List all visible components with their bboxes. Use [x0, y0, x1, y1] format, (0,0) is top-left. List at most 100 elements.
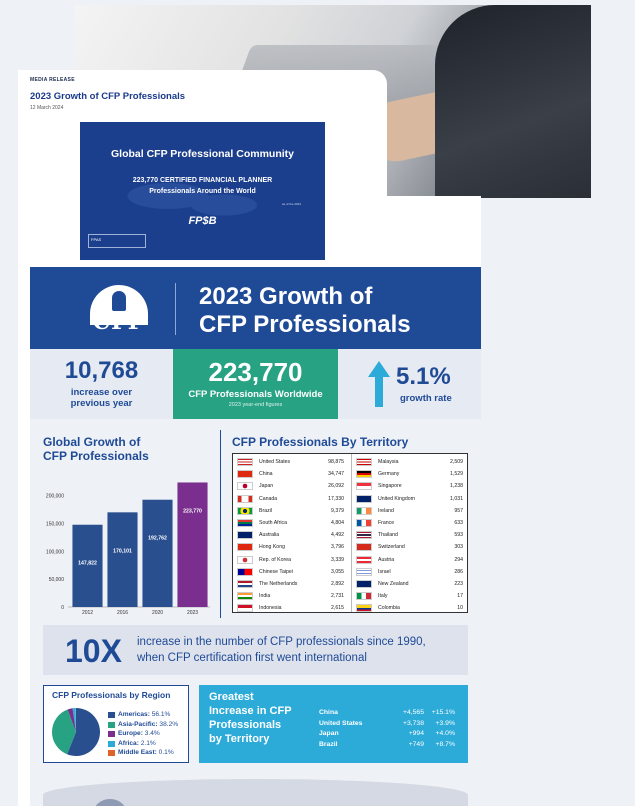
- territory-row-ch: Switzerland 303: [352, 541, 469, 553]
- territory-row-co: Colombia 10: [352, 602, 469, 614]
- section-divider: [220, 430, 221, 618]
- flag-nl-icon: [237, 579, 253, 588]
- y-tick-label: 100,000: [46, 549, 64, 555]
- territory-name: Brazil: [259, 507, 272, 514]
- flag-th-icon: [356, 531, 372, 540]
- region-legend: Americas: 56.1% Asia-Pacific: 38.2% Europe…: [108, 711, 178, 759]
- growth-stat: 5.1% growth rate: [338, 349, 481, 419]
- territory-name: Austria: [378, 556, 395, 563]
- territory-value: 303: [454, 544, 463, 551]
- territory-row-id: Indonesia 2,615: [233, 602, 350, 614]
- territory-name: India: [259, 593, 271, 600]
- territory-row-cn: China 34,747: [233, 468, 350, 480]
- territory-name: France: [378, 519, 395, 526]
- territory-row-nl: The Netherlands 2,892: [233, 578, 350, 590]
- release-date: 12 March 2024: [30, 105, 64, 111]
- cfp-logo: CFP: [82, 285, 156, 335]
- greatest-country: United States: [319, 719, 363, 727]
- greatest-country: China: [319, 709, 338, 716]
- pie-slice-0: [67, 708, 100, 756]
- greatest-abs: +994: [408, 730, 424, 737]
- territory-row-za: South Africa 4,804: [233, 517, 350, 529]
- territory-name: Switzerland: [378, 544, 405, 551]
- territory-value: 26,092: [328, 483, 344, 490]
- territory-name: South Africa: [259, 519, 287, 526]
- fpsb-logo: FP$B: [188, 215, 217, 227]
- legend-item: Europe: 3.4%: [108, 730, 178, 740]
- territory-column-right: Malaysia 2,509 Germany 1,529 Singapore 1,238 U…: [352, 456, 469, 614]
- territory-name: Singapore: [378, 483, 402, 490]
- territory-row-at: Austria 294: [352, 554, 469, 566]
- y-tick-label: 0: [61, 605, 64, 611]
- increase-stat: 10,768 increase over previous year: [30, 349, 173, 419]
- greatest-abs: +749: [408, 740, 424, 748]
- banner-subtitle-2: Professionals Around the World: [149, 188, 256, 195]
- flag-at-icon: [356, 555, 372, 564]
- greatest-increase-panel: Greatest Increase in CFP Professionals b…: [199, 685, 468, 763]
- territory-name: Australia: [259, 532, 280, 539]
- bar-2023: [177, 482, 208, 607]
- flag-jp-icon: [237, 482, 253, 491]
- legend-name: Asia-Pacific:: [118, 720, 158, 728]
- territory-name: China: [259, 471, 273, 478]
- greatest-title-4: by Territory: [209, 733, 270, 745]
- territory-value: 2,731: [331, 593, 344, 600]
- global-growth-title-1: Global Growth of: [43, 435, 141, 449]
- greatest-country: Japan: [319, 730, 339, 737]
- header-divider: [175, 283, 176, 335]
- infographic-title-line1: 2023 Growth of: [199, 283, 373, 310]
- territory-name: Colombia: [378, 605, 400, 612]
- flag-il-icon: [356, 567, 372, 576]
- worldwide-sublabel: 2023 year-end figures: [228, 402, 283, 408]
- bar-data-label: 147,822: [78, 561, 97, 567]
- flag-cn-icon: [237, 470, 253, 479]
- x-tick-label: 2012: [82, 610, 93, 616]
- increase-label-2: previous year: [70, 398, 133, 409]
- territory-row-fr: France 633: [352, 517, 469, 529]
- growth-label: growth rate: [400, 393, 452, 404]
- territory-row-us: United States 98,875: [233, 456, 350, 468]
- release-label: MEDIA RELEASE: [30, 77, 75, 83]
- territory-row-de: Germany 1,529: [352, 468, 469, 480]
- territory-value: 2,892: [331, 580, 344, 587]
- territory-row-th: Thailand 593: [352, 529, 469, 541]
- territory-value: 17,330: [328, 495, 344, 502]
- worldwide-stat: 223,770 CFP Professionals Worldwide 2023…: [173, 349, 338, 419]
- territory-row-sg: Singapore 1,238: [352, 480, 469, 492]
- legend-name: Middle East:: [118, 749, 157, 756]
- tenx-line-1: increase in the number of CFP profession…: [137, 636, 426, 648]
- flag-id-icon: [237, 604, 253, 613]
- sleeve-shape: [435, 5, 591, 198]
- territory-name: Israel: [378, 568, 391, 575]
- legend-value: 38.2%: [157, 720, 179, 728]
- greatest-row: Japan +994 +4.0%: [319, 730, 464, 741]
- territory-value: 17: [457, 593, 463, 600]
- banner-image: Global CFP Professional Community 223,77…: [80, 122, 325, 260]
- tenx-value: 10X: [65, 633, 122, 669]
- territory-value: 10: [457, 605, 463, 612]
- world-map-shape: [120, 172, 280, 232]
- flag-nz-icon: [356, 579, 372, 588]
- increase-label-1: increase over: [70, 387, 133, 398]
- bar-data-label: 170,101: [113, 548, 132, 554]
- infographic: CFP 2023 Growth of CFP Professionals 10,…: [30, 267, 481, 806]
- legend-item: Americas: 56.1%: [108, 711, 178, 721]
- territory-row-ca: Canada 17,330: [233, 493, 350, 505]
- territory-value: 34,747: [328, 471, 344, 478]
- greatest-row: Brazil +749 +8.7%: [319, 741, 464, 752]
- territory-value: 3,339: [331, 556, 344, 563]
- banner-title: Global CFP Professional Community: [110, 148, 294, 160]
- territory-value: 9,379: [331, 507, 344, 514]
- worldwide-label: CFP Professionals Worldwide: [188, 389, 323, 400]
- x-tick-label: 2023: [187, 610, 198, 616]
- territory-name: Japan: [259, 483, 274, 490]
- greatest-abs: +4,565: [403, 709, 424, 716]
- tenx-banner: 10X increase in the number of CFP profes…: [43, 625, 468, 675]
- territory-row-my: Malaysia 2,509: [352, 456, 469, 468]
- pie-slice-3: [72, 708, 76, 732]
- flag-ca-icon: [237, 494, 253, 503]
- release-title[interactable]: 2023 Growth of CFP Professionals: [30, 91, 186, 102]
- legend-swatch: [108, 750, 115, 756]
- bar-2020: [142, 499, 173, 607]
- territory-value: 957: [454, 507, 463, 514]
